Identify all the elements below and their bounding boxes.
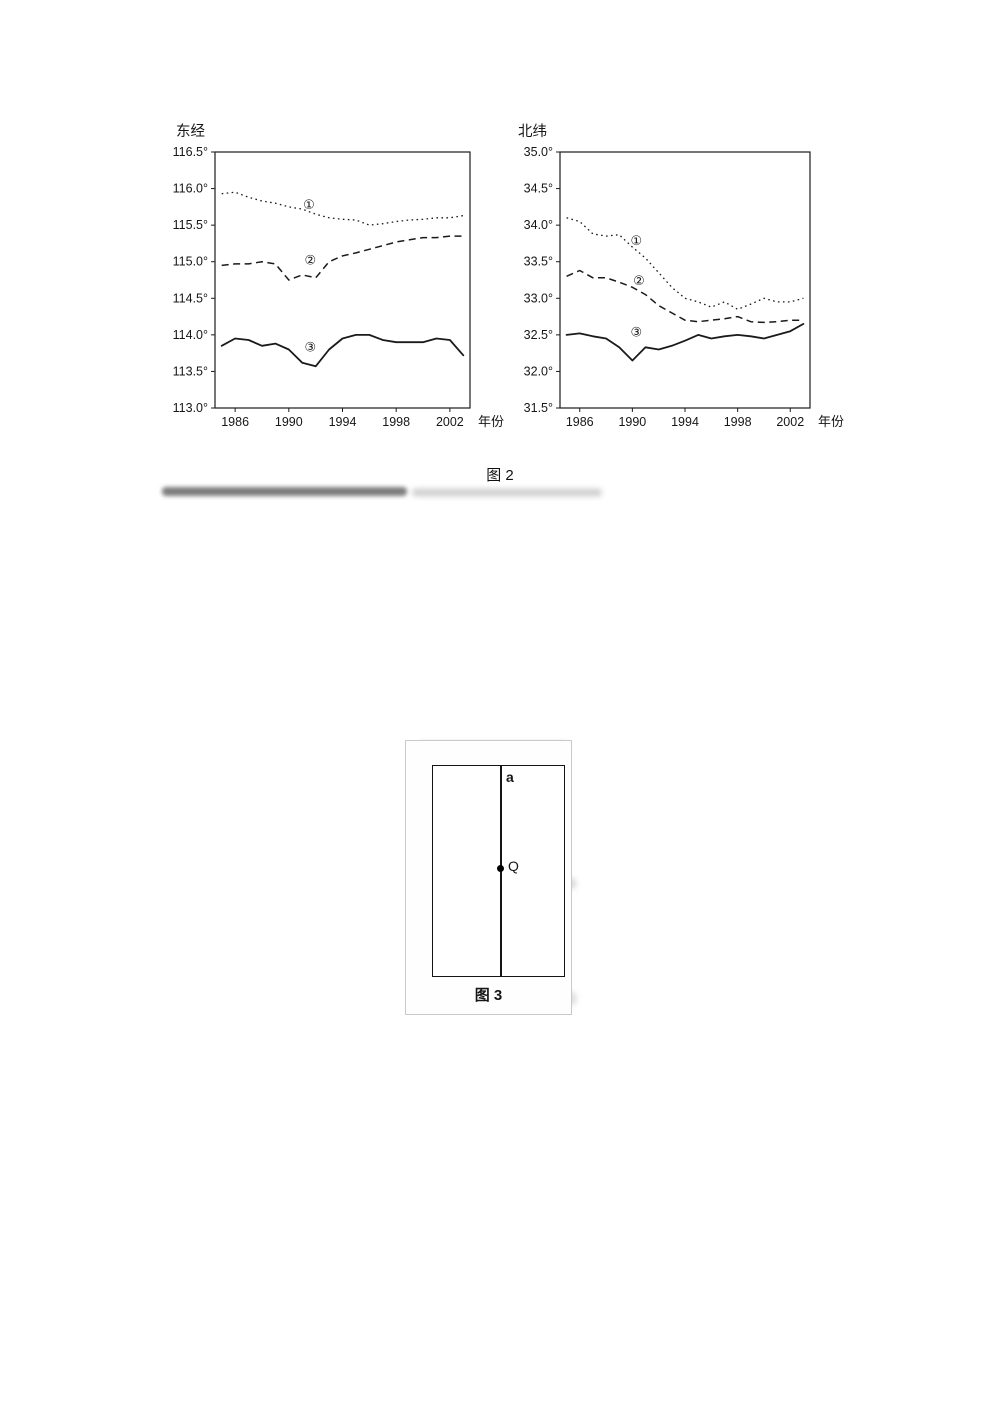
svg-text:①: ①: [630, 233, 642, 248]
longitude-chart: 116.5° 116.0° 115.5° 115.0° 114.5° 114.0° 113.…: [173, 123, 504, 429]
svg-text:114.5°: 114.5°: [173, 291, 208, 305]
svg-text:115.0°: 115.0°: [173, 255, 208, 269]
scan-artifact: [412, 489, 602, 496]
svg-text:②: ②: [304, 253, 316, 268]
svg-text:35.0°: 35.0°: [524, 145, 553, 159]
svg-text:115.5°: 115.5°: [173, 218, 208, 232]
svg-text:2002: 2002: [776, 415, 804, 429]
figure3-caption: 图 3: [474, 987, 503, 1004]
point-label-q: Q: [508, 858, 519, 874]
svg-text:②: ②: [633, 273, 645, 288]
svg-text:34.0°: 34.0°: [524, 218, 553, 232]
svg-text:年份: 年份: [478, 414, 504, 429]
svg-text:116.5°: 116.5°: [173, 145, 208, 159]
svg-text:1986: 1986: [221, 415, 249, 429]
latitude-chart: 35.0° 34.5° 34.0° 33.5° 33.0° 32.5° 32.0° 31.5°…: [518, 123, 844, 429]
svg-text:1990: 1990: [275, 415, 303, 429]
svg-text:③: ③: [630, 324, 642, 339]
point-q-dot: [497, 865, 504, 872]
svg-text:1994: 1994: [329, 415, 357, 429]
svg-text:2002: 2002: [436, 415, 464, 429]
svg-text:31.5°: 31.5°: [524, 401, 553, 415]
svg-text:33.0°: 33.0°: [524, 291, 553, 305]
svg-text:33.5°: 33.5°: [524, 255, 553, 269]
svg-text:③: ③: [304, 340, 316, 355]
svg-text:1990: 1990: [618, 415, 646, 429]
svg-text:32.5°: 32.5°: [524, 328, 553, 342]
svg-text:113.5°: 113.5°: [173, 364, 208, 378]
svg-text:1986: 1986: [566, 415, 594, 429]
svg-text:1994: 1994: [671, 415, 699, 429]
svg-text:32.0°: 32.0°: [524, 364, 553, 378]
svg-text:1998: 1998: [724, 415, 752, 429]
scan-artifact: [162, 487, 407, 496]
svg-text:116.0°: 116.0°: [173, 182, 208, 196]
svg-text:1998: 1998: [382, 415, 410, 429]
svg-text:①: ①: [303, 197, 315, 212]
svg-text:北纬: 北纬: [518, 123, 547, 140]
svg-text:年份: 年份: [818, 414, 844, 429]
figure3: a Q 图 3: [405, 740, 572, 1015]
line-label-a: a: [506, 769, 514, 785]
figure2-caption: 图 2: [486, 467, 514, 484]
svg-text:34.5°: 34.5°: [524, 182, 553, 196]
svg-text:113.0°: 113.0°: [173, 401, 208, 415]
figure3-rectangle: a Q: [432, 765, 565, 977]
svg-text:东经: 东经: [176, 123, 205, 140]
svg-text:114.0°: 114.0°: [173, 328, 208, 342]
